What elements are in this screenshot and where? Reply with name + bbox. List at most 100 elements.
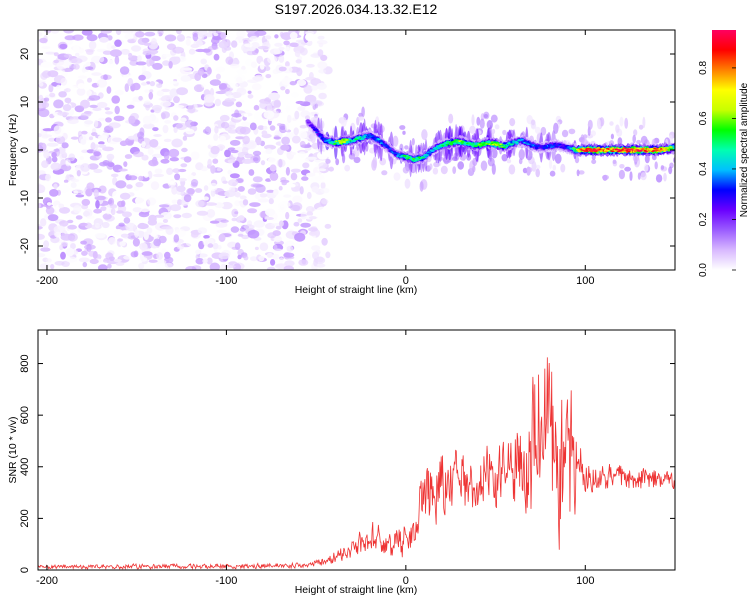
noise-speckle [263,110,275,119]
noise-speckle [147,147,154,155]
noise-speckle [134,228,139,238]
ridge-cell [641,148,645,150]
noise-speckle [146,190,155,197]
noise-speckle [197,227,208,234]
signal-speckle [560,163,566,173]
signal-speckle [490,114,498,123]
noise-speckle [317,61,328,70]
noise-speckle [60,233,73,241]
noise-speckle [212,158,219,164]
ridge-cell [644,150,648,153]
noise-speckle [91,132,98,137]
noise-speckle [81,30,93,36]
colorbar-tick-label: 0.0 [698,263,709,277]
noise-speckle [92,251,98,259]
signal-speckle [578,170,585,175]
signal-speckle [506,158,512,164]
ridge-cell [582,148,586,150]
colorbar-tick-label: 0.2 [698,212,709,226]
noise-speckle [99,56,105,63]
noise-speckle [290,172,298,181]
noise-speckle [246,30,256,34]
noise-speckle [88,136,94,141]
signal-speckle [402,166,410,174]
noise-speckle [229,173,240,179]
noise-speckle [83,210,90,217]
noise-speckle [218,40,229,49]
noise-speckle [253,104,260,111]
noise-speckle [187,105,196,114]
noise-speckle [298,151,306,158]
noise-speckle [80,163,91,172]
noise-speckle [163,138,172,143]
noise-speckle [299,124,307,129]
noise-speckle [135,61,147,66]
ridge-cell [669,146,673,148]
noise-speckle [57,184,70,193]
noise-speckle [139,242,148,251]
y-tick-label: 400 [19,458,31,476]
noise-speckle [143,100,151,106]
noise-speckle [180,67,193,71]
noise-speckle [106,42,113,51]
signal-speckle [433,161,440,168]
noise-speckle [224,149,231,158]
noise-speckle [214,202,225,209]
signal-speckle [548,159,553,170]
noise-speckle [38,233,45,240]
noise-speckle [138,262,145,270]
noise-speckle [259,61,265,70]
noise-speckle [266,103,273,113]
noise-speckle [47,70,59,78]
noise-speckle [67,118,79,125]
noise-speckle [297,106,306,111]
signal-speckle [590,130,596,137]
x-tick-label: 0 [403,575,409,587]
x-tick-label: -200 [36,275,58,287]
ridge-cell [604,150,609,153]
noise-speckle [98,134,107,141]
noise-speckle [180,75,191,82]
noise-speckle [209,79,221,86]
noise-speckle [85,62,91,67]
noise-speckle [210,165,216,174]
noise-speckle [316,168,327,172]
snr-x-axis-label: Height of straight line (km) [295,584,418,596]
noise-speckle [146,58,152,67]
noise-speckle [274,34,279,39]
y-tick-label: 600 [19,406,31,424]
noise-speckle [318,42,324,48]
ridge-cell [431,149,435,151]
noise-speckle [257,45,269,50]
noise-speckle [97,264,108,270]
noise-speckle [216,167,222,172]
spectrogram-y-axis-label: Frequency (Hz) [7,114,19,186]
noise-speckle [155,33,160,37]
noise-speckle [85,188,93,197]
noise-speckle [285,61,290,68]
noise-speckle [214,106,223,111]
noise-speckle [173,115,179,121]
noise-speckle [114,39,122,47]
noise-speckle [236,30,246,38]
noise-speckle [306,172,316,177]
noise-speckle [86,182,95,190]
noise-speckle [251,83,262,91]
noise-speckle [296,79,307,86]
signal-speckle [615,124,620,133]
ridge-cell [525,141,529,143]
noise-speckle [118,255,123,260]
noise-speckle [60,77,68,86]
ridge-cell [361,137,365,139]
signal-speckle [640,135,648,145]
noise-speckle [131,45,142,52]
signal-speckle [535,164,541,170]
noise-speckle [107,263,112,269]
spectrogram-noise-region [38,30,333,270]
noise-speckle [195,258,205,265]
noise-speckle [162,124,169,134]
y-tick-label: 20 [19,48,31,60]
noise-speckle [197,143,204,152]
noise-speckle [298,259,309,266]
